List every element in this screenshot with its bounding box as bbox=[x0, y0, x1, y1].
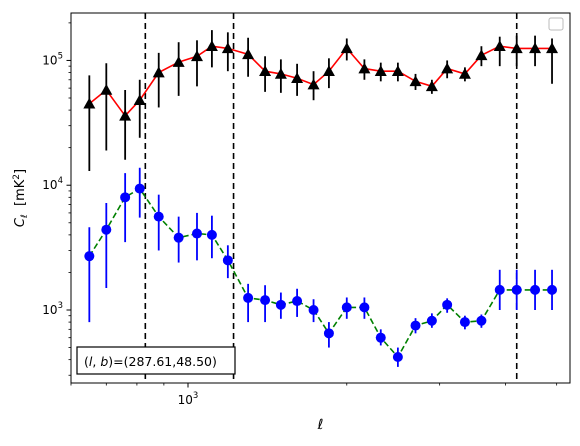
series-0-point bbox=[221, 42, 234, 54]
y-tick-label: 105 bbox=[42, 51, 63, 67]
series-1-point bbox=[476, 315, 487, 326]
y-tick-label: 104 bbox=[42, 176, 63, 192]
series-0-point bbox=[259, 65, 272, 76]
series-1-point bbox=[134, 183, 145, 194]
series-1-point bbox=[341, 302, 352, 313]
series-0-point bbox=[307, 78, 320, 90]
plot-frame bbox=[70, 12, 571, 384]
series-0-point bbox=[322, 65, 335, 76]
series-0-point bbox=[340, 42, 353, 54]
series-0-point bbox=[274, 67, 287, 79]
series-0-point bbox=[529, 42, 542, 54]
series-1-point bbox=[410, 320, 421, 331]
series-0-point bbox=[458, 67, 471, 79]
series-1-point bbox=[308, 305, 319, 316]
series-0-point bbox=[152, 66, 165, 78]
series-0-point bbox=[100, 83, 113, 95]
series-1-point bbox=[243, 292, 254, 303]
series-0-point bbox=[172, 56, 185, 67]
y-axis-label: Cℓ [mK2] bbox=[12, 169, 30, 227]
series-1-point bbox=[511, 284, 522, 295]
series-1-point bbox=[292, 296, 303, 307]
series-0-point bbox=[510, 42, 523, 54]
series-1-point bbox=[153, 211, 164, 222]
series-1-point bbox=[494, 284, 505, 295]
series-0-point bbox=[441, 62, 454, 74]
series-1-point bbox=[84, 251, 95, 262]
series-1-point bbox=[206, 229, 217, 240]
series-0-point bbox=[409, 75, 422, 87]
series-0-point bbox=[546, 42, 559, 54]
series-0-point bbox=[83, 97, 96, 109]
series-0-point bbox=[133, 94, 146, 106]
series-1-point bbox=[120, 192, 131, 203]
series-0-point bbox=[205, 40, 218, 52]
series-1-point bbox=[375, 332, 386, 343]
series-1-point bbox=[442, 299, 453, 310]
series-1-point bbox=[392, 352, 403, 363]
series-0-point bbox=[475, 49, 488, 61]
series-1-point bbox=[222, 255, 233, 266]
plot-area bbox=[83, 13, 559, 383]
series-0-point bbox=[425, 80, 438, 92]
series-0-point bbox=[391, 65, 404, 76]
y-tick-label: 103 bbox=[42, 301, 63, 317]
series-0-point bbox=[190, 50, 203, 62]
x-axis-label: ℓ bbox=[317, 417, 324, 433]
series-1-point bbox=[547, 284, 558, 295]
series-0-point bbox=[493, 40, 506, 52]
series-0-point bbox=[119, 109, 132, 121]
series-0-point bbox=[291, 72, 304, 84]
series-0-point bbox=[374, 65, 387, 76]
annotation-layer: (l, b)=(287.61,48.50) bbox=[76, 17, 564, 375]
series-0-line bbox=[88, 45, 552, 118]
series-0-point bbox=[358, 62, 371, 74]
annotation-text: (l, b)=(287.61,48.50) bbox=[84, 354, 217, 369]
series-1-point bbox=[101, 224, 112, 235]
series-1-point bbox=[426, 315, 437, 326]
series-1-point bbox=[359, 302, 370, 313]
series-1-point bbox=[173, 232, 184, 243]
series-1-point bbox=[191, 228, 202, 239]
series-1-point bbox=[323, 328, 334, 339]
series-1-line bbox=[88, 187, 552, 359]
series-1-point bbox=[260, 295, 271, 306]
series-1-point bbox=[275, 299, 286, 310]
annotation-box bbox=[76, 346, 236, 375]
series-0-point bbox=[242, 48, 255, 60]
legend-box bbox=[548, 17, 564, 31]
series-1-point bbox=[530, 284, 541, 295]
plot-layer: 103 103 104 105 ℓ Cℓ [mK2] bbox=[12, 12, 571, 433]
x-tick-label: 103 bbox=[178, 391, 199, 407]
series-1-point bbox=[459, 317, 470, 328]
